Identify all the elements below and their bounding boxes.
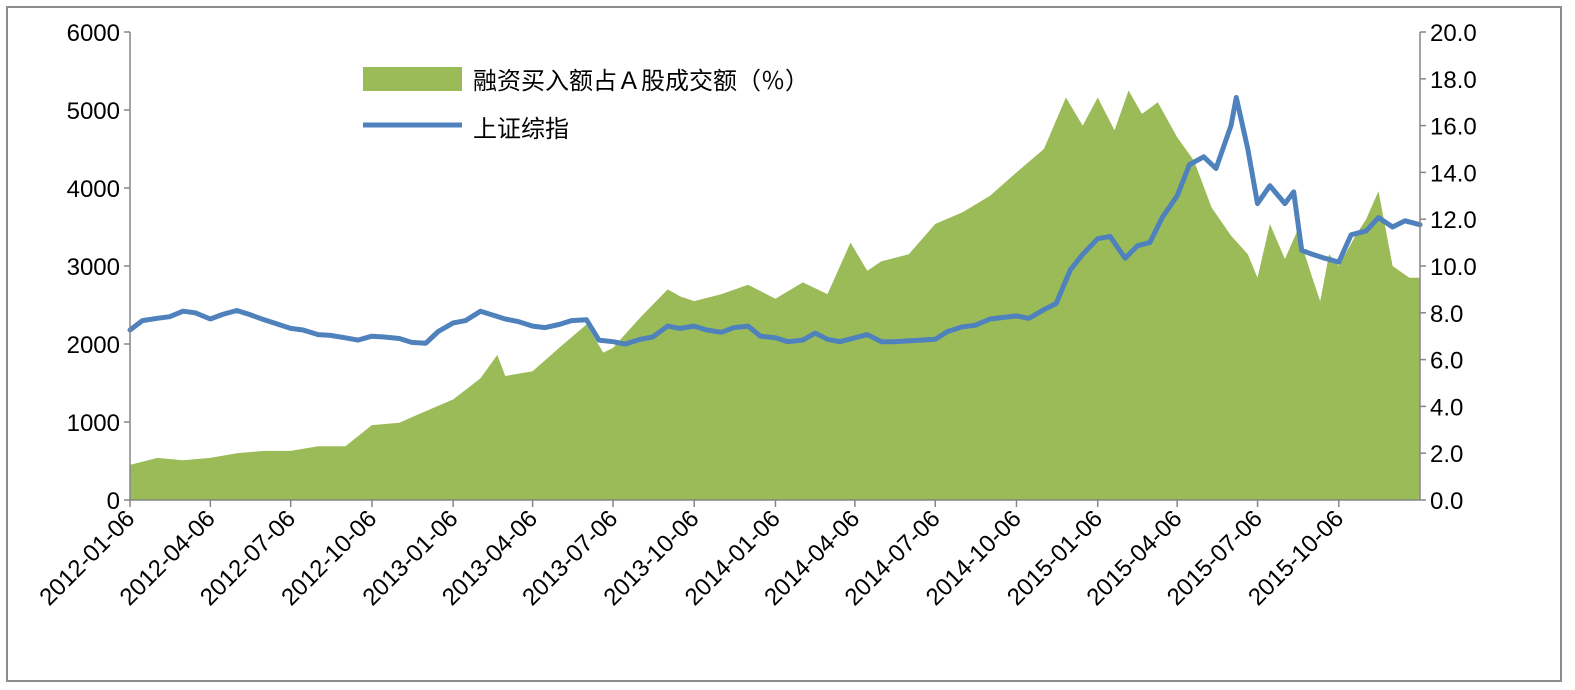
right-axis-tick-label: 10.0 bbox=[1430, 254, 1477, 281]
right-axis-tick-label: 0.0 bbox=[1430, 488, 1463, 515]
line-series-shanghai-index bbox=[127, 95, 1423, 347]
area-series-margin-buy-ratio bbox=[130, 90, 1420, 500]
left-axis-tick-label: 6000 bbox=[67, 20, 120, 47]
legend-label-line: 上证综指 bbox=[473, 116, 569, 143]
right-axis-tick-label: 18.0 bbox=[1430, 67, 1477, 94]
right-axis-tick-label: 2.0 bbox=[1430, 441, 1463, 468]
right-axis-tick-label: 4.0 bbox=[1430, 394, 1463, 421]
right-axis-tick-label: 20.0 bbox=[1430, 20, 1477, 47]
right-axis-tick-label: 6.0 bbox=[1430, 348, 1463, 375]
line-series-layer bbox=[127, 95, 1423, 347]
left-axis-tick-label: 2000 bbox=[67, 332, 120, 359]
left-axis-tick-label: 3000 bbox=[67, 254, 120, 281]
left-axis-tick-label: 4000 bbox=[67, 176, 120, 203]
left-axis-tick-label: 5000 bbox=[67, 98, 120, 125]
legend: 融资买入额占Ａ股成交额（％） 上证综指 bbox=[363, 67, 809, 143]
left-axis-tick-label: 1000 bbox=[67, 410, 120, 437]
right-axis-tick-label: 14.0 bbox=[1430, 160, 1477, 187]
right-axis-tick-label: 16.0 bbox=[1430, 114, 1477, 141]
left-axis-tick-label: 0 bbox=[107, 488, 120, 515]
area-series-layer bbox=[130, 90, 1420, 500]
right-axis-tick-label: 12.0 bbox=[1430, 207, 1477, 234]
right-axis-tick-label: 8.0 bbox=[1430, 301, 1463, 328]
legend-label-area: 融资买入额占Ａ股成交额（％） bbox=[473, 68, 809, 95]
legend-swatch-area bbox=[363, 67, 462, 91]
